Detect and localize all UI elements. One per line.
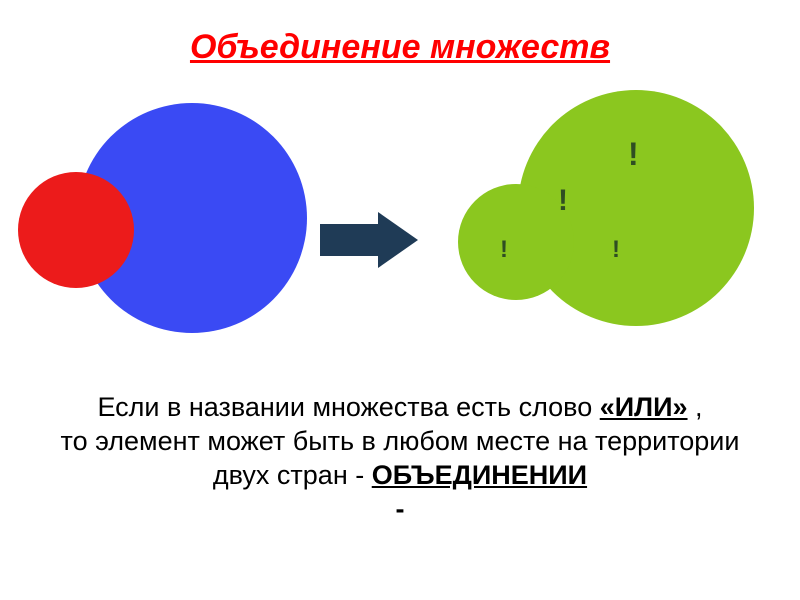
exclamation-mark: ! xyxy=(628,136,639,173)
text-run: ОБЪЕДИНЕНИИ xyxy=(372,460,587,490)
exclamation-mark: ! xyxy=(558,184,568,218)
exclamation-mark: ! xyxy=(500,236,508,264)
text-run: Если в названии множества есть слово xyxy=(97,392,599,422)
body-line: - xyxy=(32,492,768,526)
body-line: Если в названии множества есть слово «ИЛ… xyxy=(32,390,768,424)
text-run: , xyxy=(695,392,703,422)
left-small-circle xyxy=(18,172,134,288)
text-run: - xyxy=(396,494,405,524)
body-text: Если в названии множества есть слово «ИЛ… xyxy=(32,390,768,526)
text-run: «ИЛИ» xyxy=(600,392,688,422)
page-title: Объединение множеств xyxy=(190,28,610,67)
arrow-head-icon xyxy=(378,212,418,268)
arrow-stem xyxy=(320,224,378,256)
right-small-circle xyxy=(458,184,574,300)
exclamation-mark: ! xyxy=(612,236,620,264)
body-line: то элемент может быть в любом месте на т… xyxy=(32,424,768,492)
arrow xyxy=(320,212,418,268)
